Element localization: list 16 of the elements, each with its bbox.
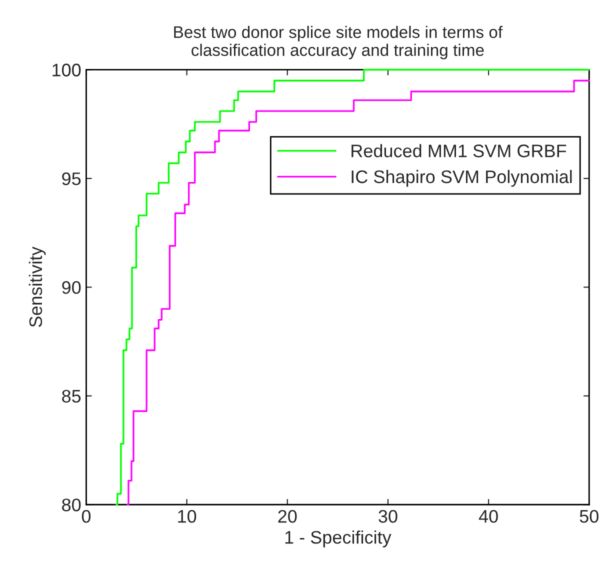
x-tick-label: 50 — [580, 510, 598, 523]
x-tick-label: 30 — [378, 510, 398, 523]
legend-label: Reduced MM1 SVM GRBF — [352, 144, 566, 158]
y-axis-title: Sensitivity — [28, 246, 46, 327]
y-tick-label: 95 — [62, 172, 81, 186]
x-tick-label: 0 — [82, 510, 91, 523]
x-tick-label: 10 — [178, 510, 196, 523]
x-axis-title: 1 - Specificity — [285, 530, 392, 548]
legend-label: IC Shapiro SVM Polynomial — [352, 170, 572, 187]
y-tick-label: 85 — [62, 390, 81, 403]
y-tick-label: 100 — [52, 64, 81, 76]
y-tick-label: 90 — [62, 281, 81, 294]
chart-title: Best two donor splice site models in terms of classification accuracy and training time — [174, 26, 503, 60]
y-tick-label: 80 — [62, 498, 81, 512]
x-tick-label: 20 — [278, 510, 297, 523]
x-tick-label: 40 — [478, 510, 498, 523]
